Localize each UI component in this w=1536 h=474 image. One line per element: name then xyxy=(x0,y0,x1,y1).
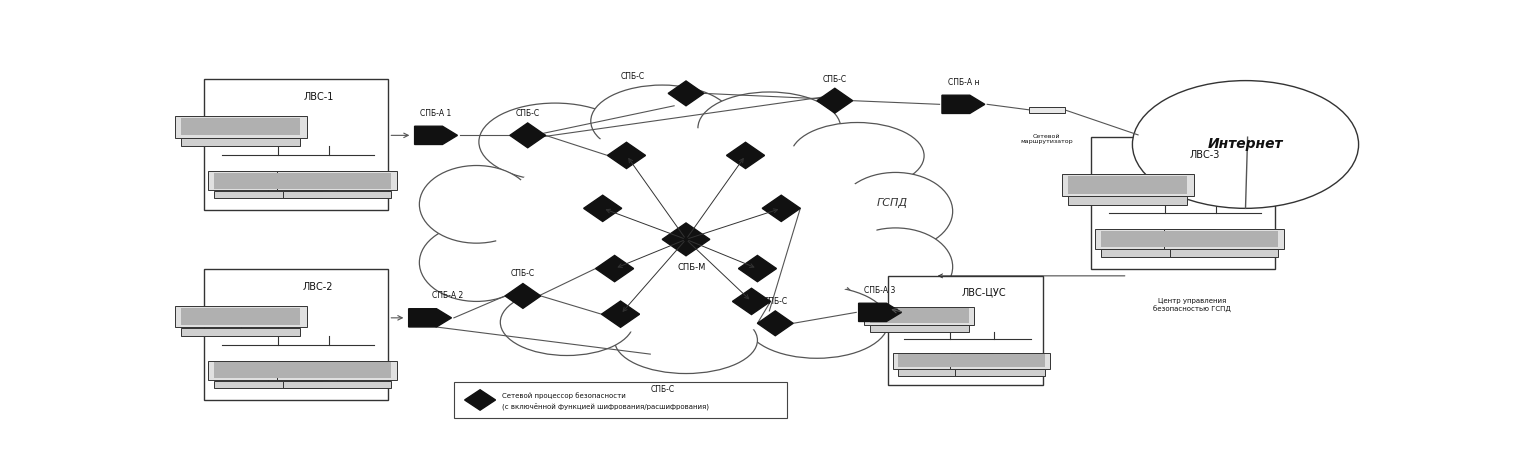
Bar xyxy=(215,173,323,189)
Polygon shape xyxy=(817,88,852,113)
Bar xyxy=(181,308,300,325)
Polygon shape xyxy=(668,81,703,106)
Text: Сетевой процессор безопасности: Сетевой процессор безопасности xyxy=(501,392,625,399)
Polygon shape xyxy=(607,142,645,169)
Text: ЛВС-ЦУС: ЛВС-ЦУС xyxy=(962,287,1006,297)
Bar xyxy=(175,306,307,328)
Text: ЛВС-3: ЛВС-3 xyxy=(1190,150,1220,160)
Bar xyxy=(283,381,390,388)
Ellipse shape xyxy=(591,85,734,157)
Ellipse shape xyxy=(419,165,533,243)
Text: ГСПД: ГСПД xyxy=(877,198,908,208)
Polygon shape xyxy=(584,195,622,221)
Bar xyxy=(181,328,300,336)
Polygon shape xyxy=(762,195,800,221)
Ellipse shape xyxy=(479,103,631,181)
Ellipse shape xyxy=(839,173,952,250)
Text: СПБ-С: СПБ-С xyxy=(621,72,645,81)
Polygon shape xyxy=(662,223,710,256)
Bar xyxy=(276,171,396,191)
Ellipse shape xyxy=(501,289,634,356)
Text: СПБ-А 2: СПБ-А 2 xyxy=(432,292,464,301)
Polygon shape xyxy=(415,126,458,145)
FancyBboxPatch shape xyxy=(888,276,1043,385)
Ellipse shape xyxy=(465,111,906,354)
Polygon shape xyxy=(859,303,902,321)
Bar xyxy=(897,354,988,367)
Polygon shape xyxy=(757,311,793,336)
Bar xyxy=(892,353,992,369)
Polygon shape xyxy=(510,123,545,148)
Text: ЛВС-1: ЛВС-1 xyxy=(303,92,333,102)
Polygon shape xyxy=(727,142,765,169)
Bar xyxy=(276,361,396,380)
Bar xyxy=(869,325,969,332)
Bar xyxy=(1068,176,1187,194)
Ellipse shape xyxy=(745,286,888,358)
Text: СПБ-С: СПБ-С xyxy=(763,297,788,306)
Bar xyxy=(1164,229,1284,249)
Bar xyxy=(209,171,329,191)
Bar xyxy=(215,191,323,198)
Ellipse shape xyxy=(839,228,952,306)
Text: СПБ-С: СПБ-С xyxy=(516,109,539,118)
Bar xyxy=(181,118,300,136)
Bar xyxy=(869,309,969,323)
Polygon shape xyxy=(733,288,771,315)
Text: СПБ-С: СПБ-С xyxy=(511,269,535,278)
Text: СПБ-А 1: СПБ-А 1 xyxy=(421,109,452,118)
Polygon shape xyxy=(409,309,452,327)
Bar xyxy=(283,173,390,189)
Bar xyxy=(181,138,300,146)
Polygon shape xyxy=(602,301,639,328)
Ellipse shape xyxy=(1132,81,1359,209)
Polygon shape xyxy=(505,283,541,309)
FancyBboxPatch shape xyxy=(204,269,389,400)
Ellipse shape xyxy=(496,128,877,336)
Bar xyxy=(1095,229,1215,249)
FancyBboxPatch shape xyxy=(1091,137,1275,269)
Bar xyxy=(1061,174,1193,196)
Ellipse shape xyxy=(614,307,757,374)
Bar xyxy=(1169,249,1278,257)
Bar xyxy=(175,116,307,137)
Polygon shape xyxy=(596,255,634,282)
Polygon shape xyxy=(942,95,985,113)
Text: СПБ-С: СПБ-С xyxy=(650,385,674,394)
Bar xyxy=(949,353,1049,369)
Bar xyxy=(215,381,323,388)
Text: ЛВС-2: ЛВС-2 xyxy=(303,282,333,292)
Ellipse shape xyxy=(791,122,925,189)
Bar xyxy=(215,363,323,378)
Polygon shape xyxy=(464,390,496,410)
Bar xyxy=(897,369,988,375)
Text: Интернет: Интернет xyxy=(1207,137,1283,152)
Text: Сетевой
маршрутизатор: Сетевой маршрутизатор xyxy=(1020,134,1074,144)
Text: СПБ-А н: СПБ-А н xyxy=(948,78,978,87)
Bar xyxy=(1101,231,1209,247)
FancyBboxPatch shape xyxy=(204,79,389,210)
Bar xyxy=(283,363,390,378)
Bar xyxy=(955,369,1044,375)
Bar xyxy=(1068,197,1187,205)
Bar xyxy=(1101,249,1209,257)
Bar xyxy=(209,361,329,380)
Bar xyxy=(1169,231,1278,247)
Bar xyxy=(283,191,390,198)
Text: Центр управления
безопасностью ГСПД: Центр управления безопасностью ГСПД xyxy=(1154,298,1232,312)
Ellipse shape xyxy=(697,92,840,164)
Bar xyxy=(1029,107,1064,113)
Polygon shape xyxy=(739,255,777,282)
FancyBboxPatch shape xyxy=(455,382,786,418)
Ellipse shape xyxy=(419,224,533,301)
Bar xyxy=(865,307,974,325)
Text: СПБ-А 3: СПБ-А 3 xyxy=(865,286,895,295)
Text: СПБ-С: СПБ-С xyxy=(823,75,846,84)
Bar xyxy=(955,354,1044,367)
Text: СПБ-М: СПБ-М xyxy=(677,263,707,272)
Text: (с включённой функцией шифрования/расшифрования): (с включённой функцией шифрования/расшиф… xyxy=(501,403,708,411)
